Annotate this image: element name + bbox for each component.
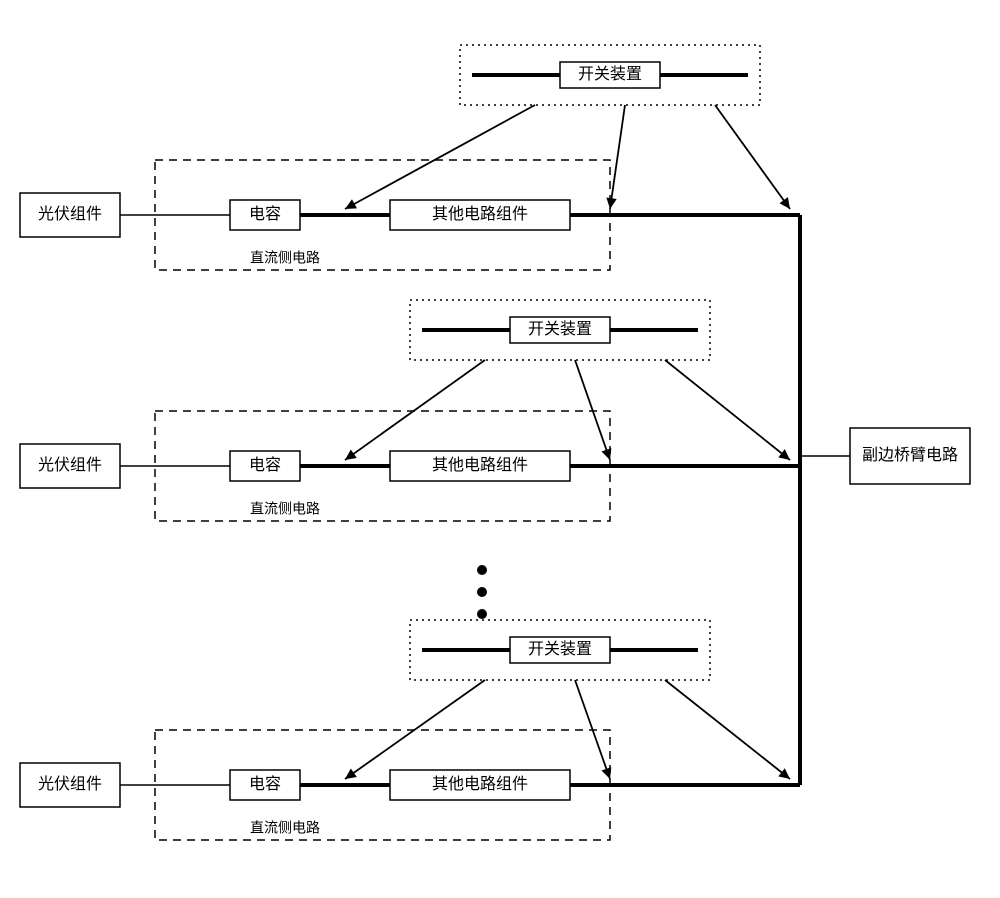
svg-text:电容: 电容 [249,205,281,223]
svg-text:开关装置: 开关装置 [578,65,642,83]
svg-text:电容: 电容 [249,456,281,474]
svg-text:直流侧电路: 直流侧电路 [250,500,320,516]
svg-text:其他电路组件: 其他电路组件 [432,775,528,793]
svg-text:直流侧电路: 直流侧电路 [250,249,320,265]
svg-text:光伏组件: 光伏组件 [38,775,102,793]
svg-text:其他电路组件: 其他电路组件 [432,456,528,474]
svg-text:光伏组件: 光伏组件 [38,205,102,223]
circuit-diagram: 副边桥臂电路光伏组件直流侧电路电容其他电路组件开关装置光伏组件直流侧电路电容其他… [0,0,1000,898]
svg-text:直流侧电路: 直流侧电路 [250,819,320,835]
svg-text:光伏组件: 光伏组件 [38,456,102,474]
svg-text:开关装置: 开关装置 [528,320,592,338]
svg-text:电容: 电容 [249,775,281,793]
svg-text:开关装置: 开关装置 [528,640,592,658]
svg-text:其他电路组件: 其他电路组件 [432,205,528,223]
svg-text:副边桥臂电路: 副边桥臂电路 [862,446,958,464]
